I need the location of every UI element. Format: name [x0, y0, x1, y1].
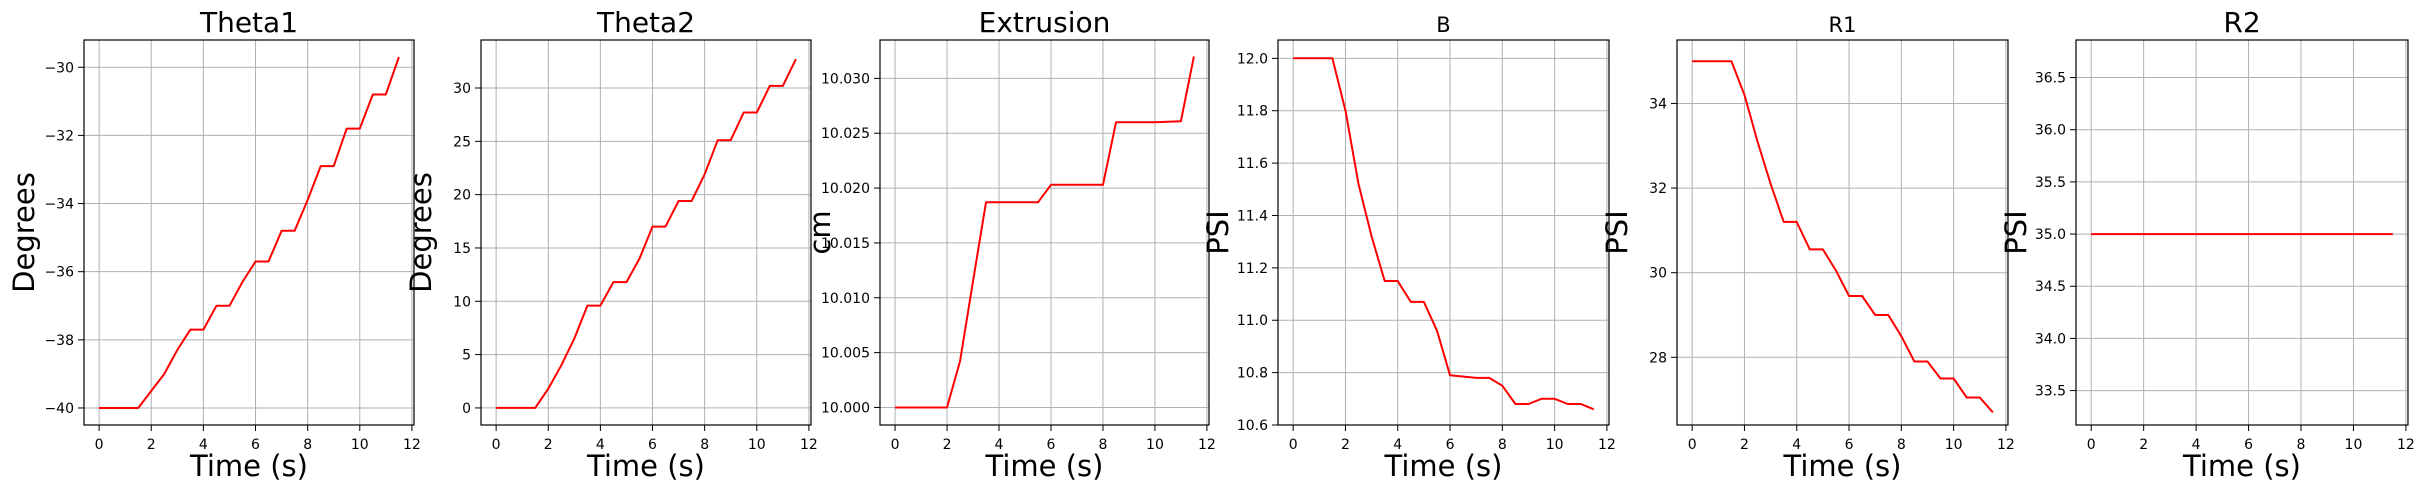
x-tick-label: 2 — [2139, 437, 2148, 453]
x-tick-label: 12 — [2397, 437, 2415, 453]
x-tick-label: 12 — [800, 437, 818, 453]
x-tick-label: 10 — [351, 437, 369, 453]
x-tick-label: 0 — [492, 437, 501, 453]
y-tick-label: 10 — [453, 294, 471, 310]
y-tick-label: 34.0 — [2035, 331, 2066, 347]
plot-area — [2076, 40, 2408, 425]
y-tick-label: 11.2 — [1237, 261, 1268, 277]
y-axis-label: PSI — [1999, 210, 2033, 254]
y-axis-label: cm — [803, 210, 837, 254]
x-axis-label: Time (s) — [586, 449, 705, 483]
y-tick-label: 15 — [453, 241, 471, 257]
x-axis-label: Time (s) — [189, 449, 308, 483]
x-tick-label: 2 — [943, 437, 952, 453]
x-tick-label: 10 — [1146, 437, 1164, 453]
y-tick-label: 32 — [1649, 181, 1667, 197]
x-axis-label: Time (s) — [1783, 449, 1902, 483]
y-tick-label: 5 — [462, 348, 471, 364]
y-tick-label: 11.6 — [1237, 156, 1268, 172]
y-tick-label: 10.000 — [821, 400, 870, 416]
y-tick-label: 30 — [453, 81, 471, 97]
x-tick-label: 0 — [891, 437, 900, 453]
y-axis-label: Degrees — [404, 172, 438, 293]
x-tick-label: 0 — [1688, 437, 1697, 453]
y-tick-label: 35.5 — [2035, 175, 2066, 191]
x-tick-label: 12 — [1598, 437, 1616, 453]
x-tick-label: 0 — [1289, 437, 1298, 453]
x-tick-label: 10 — [1546, 437, 1564, 453]
y-tick-label: −38 — [44, 333, 74, 349]
y-tick-label: 28 — [1649, 350, 1667, 366]
x-tick-label: 2 — [147, 437, 156, 453]
chart-title: R2 — [2223, 6, 2260, 39]
y-tick-label: 10.8 — [1237, 366, 1268, 382]
x-axis-label: Time (s) — [1384, 449, 1503, 483]
chart-title: Theta2 — [596, 6, 695, 39]
x-tick-label: 2 — [1740, 437, 1749, 453]
x-tick-label: 10 — [748, 437, 766, 453]
chart-title: R1 — [1829, 13, 1857, 37]
x-tick-label: 12 — [1198, 437, 1216, 453]
y-tick-label: 12.0 — [1237, 51, 1268, 67]
y-tick-label: 30 — [1649, 266, 1667, 282]
plot-area — [1278, 40, 1609, 425]
y-tick-label: 25 — [453, 134, 471, 150]
y-tick-label: 10.025 — [821, 126, 870, 142]
chart-title: B — [1436, 13, 1450, 37]
y-tick-label: 10.020 — [821, 181, 870, 197]
x-tick-label: 2 — [544, 437, 553, 453]
x-tick-label: 2 — [1341, 437, 1350, 453]
y-tick-label: 10.005 — [821, 346, 870, 362]
y-tick-label: 10.030 — [821, 71, 870, 87]
y-tick-label: 33.5 — [2035, 384, 2066, 400]
y-tick-label: 36.0 — [2035, 123, 2066, 139]
chart-title: Theta1 — [199, 6, 298, 39]
x-axis-label: Time (s) — [985, 449, 1104, 483]
y-tick-label: −30 — [44, 60, 74, 76]
y-tick-label: 11.4 — [1237, 208, 1268, 224]
x-tick-label: 12 — [1997, 437, 2015, 453]
y-tick-label: 0 — [462, 401, 471, 417]
x-tick-label: 0 — [2087, 437, 2096, 453]
plot-area — [84, 40, 414, 425]
y-tick-label: 34 — [1649, 96, 1667, 112]
x-axis-label: Time (s) — [2182, 449, 2301, 483]
plot-area — [481, 40, 811, 425]
plot-area — [1677, 40, 2008, 425]
y-tick-label: 35.0 — [2035, 227, 2066, 243]
y-tick-label: 10.6 — [1237, 418, 1268, 434]
y-tick-label: 11.8 — [1237, 104, 1268, 120]
chart-title: Extrusion — [979, 6, 1111, 39]
y-tick-label: −34 — [44, 197, 74, 213]
x-tick-label: 10 — [2345, 437, 2363, 453]
y-tick-label: 34.5 — [2035, 279, 2066, 295]
y-axis-label: PSI — [1600, 210, 1634, 254]
y-tick-label: −36 — [44, 265, 74, 281]
y-tick-label: 20 — [453, 188, 471, 204]
y-tick-label: 10.010 — [821, 291, 870, 307]
plot-area — [880, 40, 1209, 425]
y-axis-label: Degrees — [7, 172, 41, 293]
x-tick-label: 0 — [95, 437, 104, 453]
y-tick-label: 11.0 — [1237, 313, 1268, 329]
y-tick-label: 36.5 — [2035, 71, 2066, 87]
x-tick-label: 10 — [1945, 437, 1963, 453]
y-tick-label: −40 — [44, 401, 74, 417]
y-tick-label: −32 — [44, 128, 74, 144]
y-axis-label: PSI — [1201, 210, 1235, 254]
x-tick-label: 12 — [403, 437, 421, 453]
